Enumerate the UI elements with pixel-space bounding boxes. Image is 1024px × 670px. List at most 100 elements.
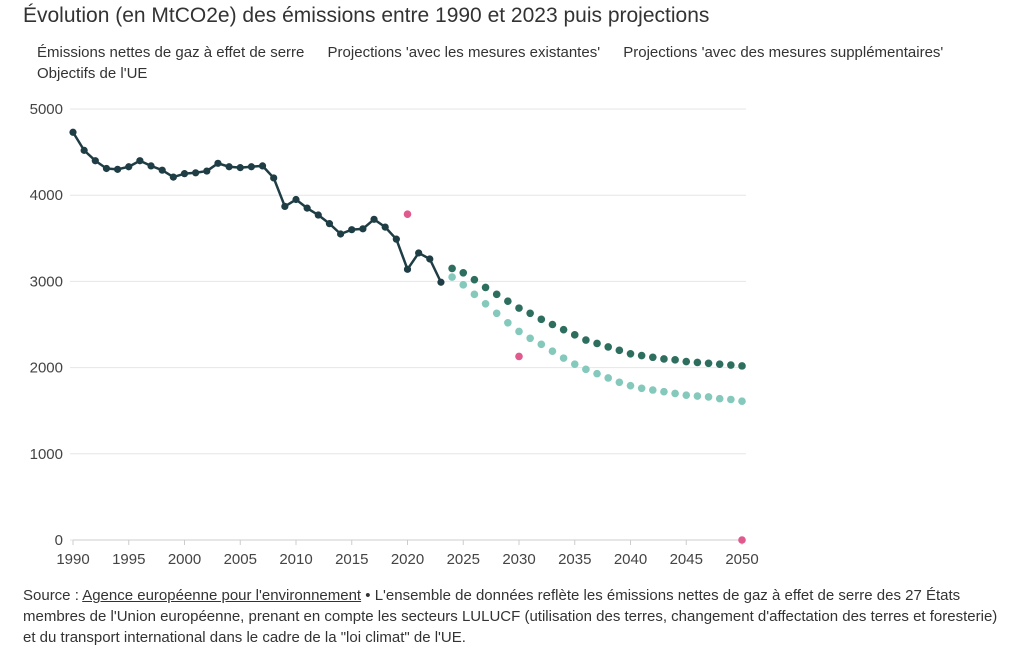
data-point-net-emissions xyxy=(236,164,244,172)
data-point-net-emissions xyxy=(426,255,434,263)
data-point-net-emissions xyxy=(136,157,144,165)
data-point-net-emissions xyxy=(270,174,278,182)
data-point-additional-measures xyxy=(570,360,579,368)
data-point-existing-measures xyxy=(559,325,568,334)
source-link[interactable]: Agence européenne pour l'environnement xyxy=(82,587,362,604)
data-point-net-emissions xyxy=(114,165,122,173)
data-point-additional-measures xyxy=(582,365,590,374)
data-point-net-emissions xyxy=(314,211,322,219)
data-point-existing-measures xyxy=(537,315,546,324)
data-point-additional-measures xyxy=(649,386,657,394)
data-point-existing-measures xyxy=(649,353,657,362)
data-point-net-emissions xyxy=(80,146,88,154)
legend: Émissions nettes de gaz à effet de serre… xyxy=(37,42,997,84)
data-point-additional-measures xyxy=(604,374,612,382)
data-point-net-emissions xyxy=(69,128,77,136)
y-tick-label: 2000 xyxy=(30,360,63,377)
data-point-existing-measures xyxy=(470,275,479,284)
legend-item-additional-measures[interactable]: Projections 'avec des mesures supplément… xyxy=(623,44,944,61)
data-point-net-emissions xyxy=(359,225,367,233)
data-point-existing-measures xyxy=(626,350,635,358)
data-point-additional-measures xyxy=(459,281,468,289)
x-tick-label: 2040 xyxy=(614,551,647,568)
data-point-net-emissions xyxy=(147,162,155,170)
data-point-existing-measures xyxy=(481,283,490,292)
data-point-net-emissions xyxy=(437,278,445,286)
data-point-net-emissions xyxy=(192,169,200,177)
data-point-existing-measures xyxy=(615,346,624,355)
data-point-additional-measures xyxy=(470,290,479,299)
data-point-additional-measures xyxy=(537,340,546,349)
source-prefix: Source : xyxy=(23,587,83,604)
data-point-net-emissions xyxy=(225,163,233,171)
data-point-net-emissions xyxy=(415,249,423,257)
data-point-additional-measures xyxy=(481,300,490,308)
x-tick-label: 2000 xyxy=(168,551,201,568)
data-point-net-emissions xyxy=(203,167,211,175)
data-point-existing-measures xyxy=(593,339,601,348)
data-point-existing-measures xyxy=(515,304,523,312)
data-point-existing-measures xyxy=(448,264,456,273)
data-point-additional-measures xyxy=(704,393,713,401)
x-tick-label: 2020 xyxy=(391,551,424,568)
data-point-existing-measures xyxy=(671,356,679,364)
data-point-net-emissions xyxy=(258,162,267,170)
data-point-existing-measures xyxy=(526,309,534,318)
data-point-eu-targets xyxy=(403,210,412,218)
x-tick-label: 2015 xyxy=(335,551,368,568)
data-point-net-emissions xyxy=(392,235,400,243)
source-note: Source : Agence européenne pour l'enviro… xyxy=(23,585,1003,648)
data-point-existing-measures xyxy=(704,359,713,368)
data-point-net-emissions xyxy=(158,166,166,174)
data-point-additional-measures xyxy=(693,392,702,400)
data-point-additional-measures xyxy=(637,384,646,393)
data-point-net-emissions xyxy=(102,164,111,173)
y-tick-label: 1000 xyxy=(30,446,63,463)
data-point-net-emissions xyxy=(169,173,177,181)
chart-area: 0 1000 2000 3000 4000 5000 1990 1995 2000 2005 201… xyxy=(30,101,759,568)
x-tick-label: 2025 xyxy=(447,551,480,568)
data-point-additional-measures xyxy=(615,378,624,387)
data-point-existing-measures xyxy=(492,290,501,299)
data-point-eu-targets xyxy=(738,536,746,544)
data-point-net-emissions xyxy=(292,195,300,204)
data-point-net-emissions xyxy=(247,163,255,171)
y-tick-label: 4000 xyxy=(30,187,63,204)
data-point-existing-measures xyxy=(693,358,702,367)
data-point-existing-measures xyxy=(637,351,646,360)
data-point-net-emissions xyxy=(303,204,311,212)
legend-item-existing-measures[interactable]: Projections 'avec les mesures existantes… xyxy=(327,44,601,61)
data-point-existing-measures xyxy=(504,297,512,306)
y-tick-label: 0 xyxy=(55,532,63,549)
data-point-additional-measures xyxy=(682,391,691,399)
data-point-existing-measures xyxy=(738,362,746,370)
x-tick-label: 2030 xyxy=(502,551,535,568)
legend-item-net-emissions[interactable]: Émissions nettes de gaz à effet de serre xyxy=(37,44,305,61)
data-point-existing-measures xyxy=(682,357,691,366)
data-point-net-emissions xyxy=(403,265,412,273)
legend-item-eu-targets[interactable]: Objectifs de l'UE xyxy=(37,65,148,82)
source-description: • L'ensemble de données reflète les émis… xyxy=(23,587,998,646)
x-tick-label: 2050 xyxy=(725,551,758,568)
y-tick-label: 5000 xyxy=(30,101,63,118)
x-tick-label: 2010 xyxy=(279,551,312,568)
data-point-net-emissions xyxy=(381,223,389,231)
x-tick-label: 1990 xyxy=(56,551,89,568)
data-point-net-emissions xyxy=(348,226,356,234)
x-tick-label: 1995 xyxy=(112,551,145,568)
data-point-net-emissions xyxy=(337,230,345,238)
data-point-net-emissions xyxy=(91,157,99,165)
data-point-additional-measures xyxy=(738,397,746,406)
data-point-net-emissions xyxy=(125,163,133,171)
data-point-existing-measures xyxy=(582,336,590,344)
data-point-existing-measures xyxy=(660,355,668,363)
page-title: Évolution (en MtCO2e) des émissions entr… xyxy=(23,4,710,27)
series-line-net-emissions xyxy=(71,131,443,284)
data-point-net-emissions xyxy=(281,202,289,211)
data-point-additional-measures xyxy=(626,381,635,390)
data-point-additional-measures xyxy=(593,369,601,378)
x-tick-label: 2005 xyxy=(224,551,257,568)
data-point-additional-measures xyxy=(515,327,523,336)
data-point-additional-measures xyxy=(727,395,735,404)
data-point-eu-targets xyxy=(515,352,523,361)
